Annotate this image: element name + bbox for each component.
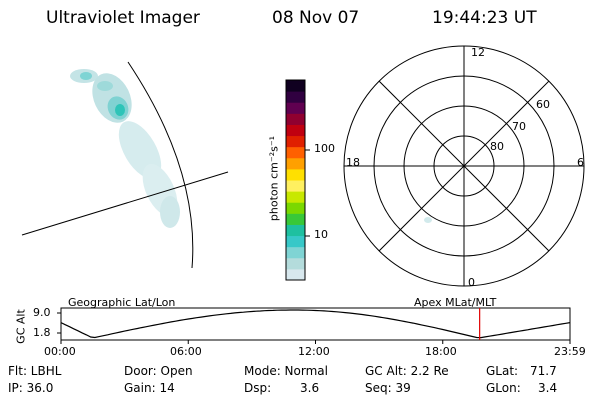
colorbar-cell <box>286 80 305 92</box>
colorbar-cell <box>286 224 305 237</box>
time-tick-1200: 12:00 <box>298 345 330 358</box>
timeline-right-label: Apex MLat/MLT <box>414 296 497 309</box>
colorbar-cell <box>286 246 305 259</box>
orbit-altitude-curve <box>60 309 571 339</box>
colorbar-cell <box>286 180 305 192</box>
polar-lat-60: 60 <box>536 98 550 111</box>
colorbar-cell <box>286 124 305 137</box>
polar-label-12: 12 <box>471 46 485 59</box>
info-gain: Gain: 14 <box>124 381 175 395</box>
colorbar-cell <box>286 91 305 103</box>
info-flt: Flt: LBHL <box>8 364 62 378</box>
colorbar-cell <box>286 146 305 159</box>
colorbar-tick-100: 100 <box>314 142 335 155</box>
polar-label-0: 0 <box>468 276 475 289</box>
colorbar-tick-10: 10 <box>314 228 328 241</box>
instrument-title: Ultraviolet Imager <box>46 8 200 28</box>
colorbar-cell <box>286 202 305 214</box>
time-tick-0600: 06:00 <box>170 345 202 358</box>
polar-lat-80: 80 <box>490 140 504 153</box>
info-ip: IP: 36.0 <box>8 381 54 395</box>
colorbar-cell <box>286 235 305 248</box>
info-mode: Mode: Normal <box>244 364 328 378</box>
info-dsp-label: Dsp: <box>244 381 272 395</box>
aurora-emission <box>70 69 180 228</box>
colorbar-cell <box>286 268 305 281</box>
polar-lat-70: 70 <box>512 120 526 133</box>
earth-limb-line <box>127 61 194 269</box>
info-door: Door: Open <box>124 364 193 378</box>
timeline-y-min: 1.8 <box>33 326 51 339</box>
polar-label-6: 6 <box>577 156 584 169</box>
colorbar-cell <box>286 157 305 170</box>
timeline-y-max: 9.0 <box>33 306 51 319</box>
colorbar-cell <box>286 102 305 114</box>
colorbar-cell <box>286 135 305 148</box>
colorbar-cell <box>286 191 305 203</box>
info-glon-value: 3.4 <box>538 381 558 395</box>
info-glon-label: GLon: <box>486 381 521 395</box>
geographic-grid-line <box>21 171 229 236</box>
info-glat-label: GLat: <box>486 364 519 378</box>
date-label: 08 Nov 07 <box>272 8 360 28</box>
info-glat-value: 71.7 <box>530 364 557 378</box>
colorbar-cell <box>286 213 305 225</box>
time-tick-2359: 23:59 <box>554 345 586 358</box>
time-tick-0000: 00:00 <box>44 345 76 358</box>
time-tick-1800: 18:00 <box>425 345 457 358</box>
polar-label-18: 18 <box>346 156 360 169</box>
timeline-left-label: Geographic Lat/Lon <box>68 296 176 309</box>
colorbar-cell <box>286 113 305 125</box>
colorbar-cell <box>286 168 305 181</box>
time-label: 19:44:23 UT <box>432 8 537 28</box>
colorbar-cell <box>286 257 305 270</box>
info-seq: Seq: 39 <box>365 381 411 395</box>
info-dsp-value: 3.6 <box>300 381 320 395</box>
info-gcalt: GC Alt: 2.2 Re <box>365 364 449 378</box>
